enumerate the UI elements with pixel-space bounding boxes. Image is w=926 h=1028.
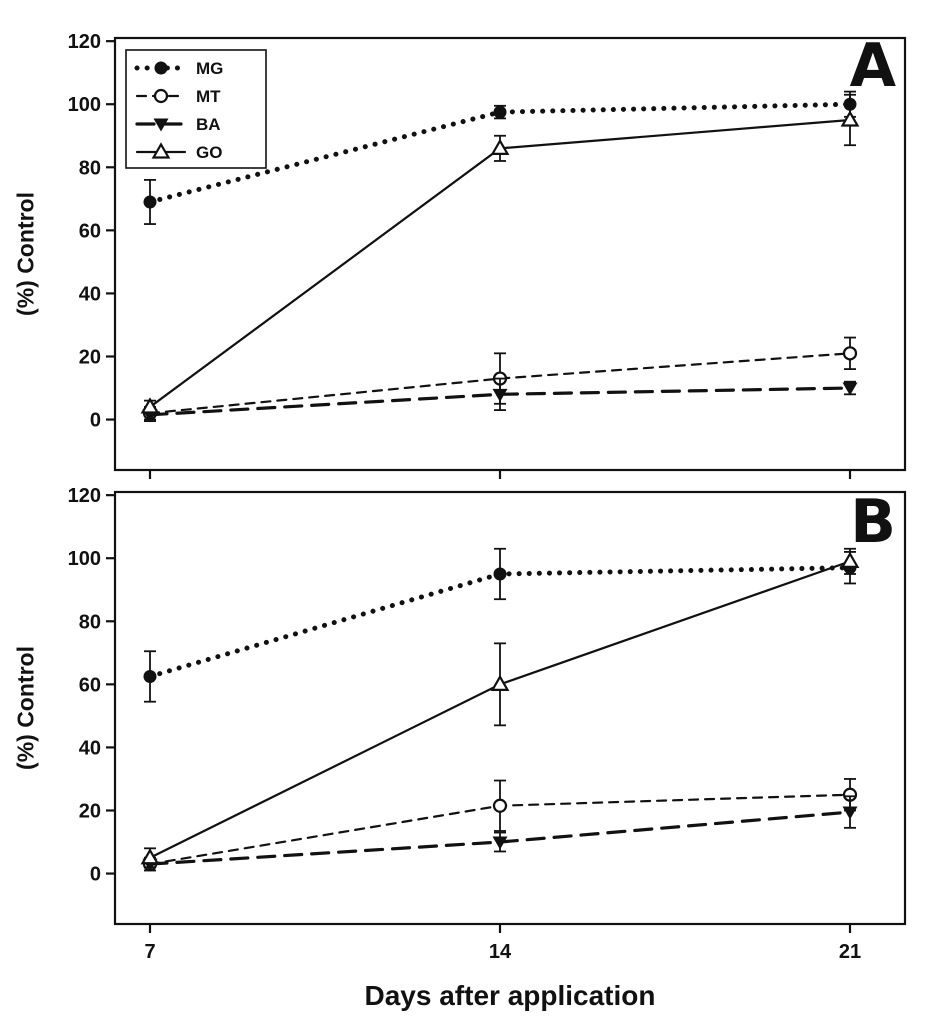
- marker-BA: [153, 118, 169, 132]
- y-axis-title-panel-a: (%) Control: [12, 192, 39, 316]
- y-tick-label: 80: [79, 611, 101, 633]
- panel-label-b: B: [850, 487, 896, 557]
- marker-MT: [153, 88, 169, 104]
- marker-MG: [493, 105, 507, 119]
- marker-BA: [492, 388, 508, 402]
- y-tick-label: 100: [68, 548, 101, 570]
- panel-A: 0 20 40 60 80 100 120 MG MT BA GO: [68, 31, 907, 479]
- x-tick-label: 21: [839, 941, 861, 963]
- legend-box: [125, 49, 267, 169]
- marker-GO: [490, 138, 510, 155]
- y-tick-label: 80: [79, 157, 101, 179]
- y-tick-label: 120: [68, 485, 101, 507]
- y-tick-label: 60: [79, 220, 101, 242]
- legend-label-GO: GO: [196, 143, 222, 162]
- y-tick-label: 40: [79, 283, 101, 305]
- marker-BA: [842, 806, 858, 820]
- marker-MT: [842, 346, 858, 361]
- x-axis-title: Days after application: [364, 980, 656, 1011]
- marker-GO: [140, 848, 160, 865]
- marker-MT: [492, 798, 508, 813]
- marker-BA: [842, 382, 858, 396]
- legend-label-MG: MG: [196, 59, 223, 78]
- x-tick-label: 7: [144, 941, 155, 963]
- legend-label-BA: BA: [196, 115, 221, 134]
- panel-B: 0 20 40 60 80 100 120 7 14 21: [68, 485, 907, 963]
- marker-BA: [492, 836, 508, 850]
- y-tick-label: 0: [90, 864, 101, 886]
- marker-GO: [151, 142, 171, 159]
- plot-frame: [113, 36, 907, 472]
- x-tick-label: 14: [489, 941, 512, 963]
- y-tick-label: 0: [90, 410, 101, 432]
- marker-GO: [490, 674, 510, 691]
- legend-label-MT: MT: [196, 87, 221, 106]
- legend: MG MT BA GO: [125, 49, 267, 169]
- plot-frame: [113, 490, 907, 926]
- marker-GO: [840, 551, 860, 568]
- marker-GO: [140, 397, 160, 414]
- y-tick-label: 100: [68, 94, 101, 116]
- y-tick-label: 120: [68, 31, 101, 53]
- panel-label-a: A: [849, 31, 896, 101]
- y-axis-title-panel-b: (%) Control: [12, 646, 39, 770]
- y-tick-label: 20: [79, 346, 101, 368]
- marker-MG: [143, 669, 157, 683]
- y-tick-label: 20: [79, 800, 101, 822]
- marker-MG: [154, 61, 168, 75]
- marker-GO: [840, 110, 860, 127]
- marker-MG: [143, 195, 157, 209]
- y-tick-label: 40: [79, 737, 101, 759]
- marker-MG: [493, 567, 507, 581]
- y-tick-label: 60: [79, 674, 101, 696]
